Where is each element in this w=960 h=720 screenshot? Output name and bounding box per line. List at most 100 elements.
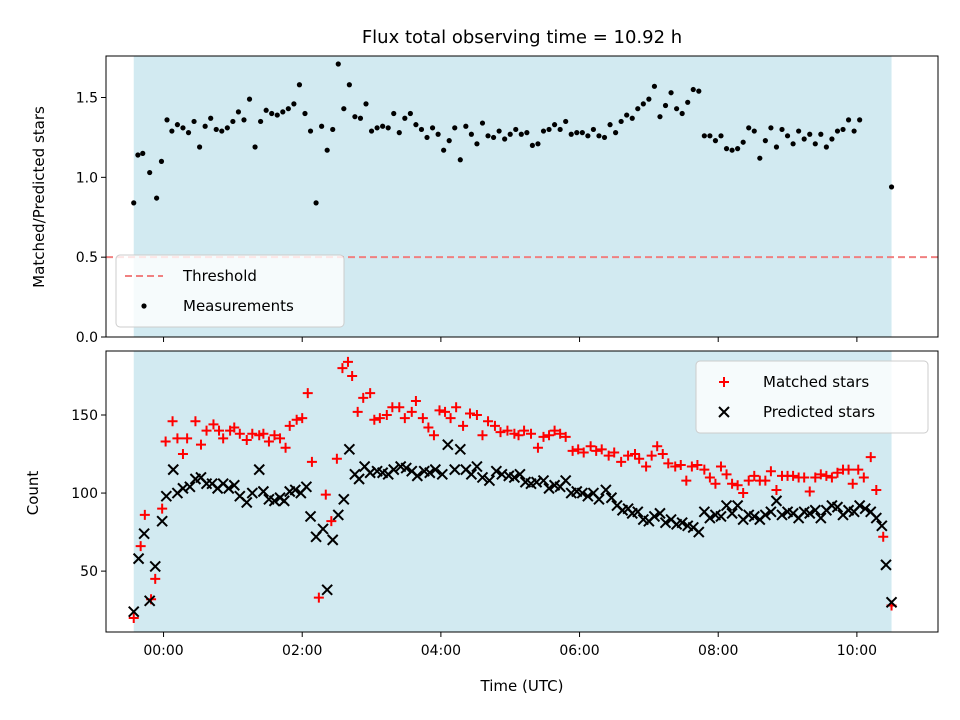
data-point <box>859 502 871 515</box>
data-point <box>582 490 594 502</box>
legend: Threshold Measurements <box>115 254 345 328</box>
data-point <box>740 139 746 145</box>
data-point <box>502 425 513 436</box>
data-point <box>269 110 275 117</box>
data-point <box>296 82 303 88</box>
data-point <box>590 126 597 133</box>
data-point <box>452 125 458 131</box>
data-point <box>483 416 494 427</box>
data-point <box>675 459 686 470</box>
data-point <box>560 431 571 442</box>
data-point <box>138 527 150 540</box>
data-point <box>651 83 658 89</box>
data-point <box>177 449 188 460</box>
data-point <box>776 509 788 521</box>
data-point <box>514 468 526 481</box>
data-point <box>601 134 608 141</box>
data-point <box>632 506 644 518</box>
data-point <box>518 131 524 137</box>
data-point <box>535 141 541 147</box>
data-point <box>381 410 392 421</box>
data-point <box>167 416 178 427</box>
data-point <box>876 520 888 532</box>
data-point <box>757 155 763 161</box>
x-tick-label: 06:00 <box>559 643 599 659</box>
data-point <box>657 449 668 460</box>
data-point <box>140 150 146 156</box>
data-point <box>674 106 680 112</box>
data-point <box>191 118 197 125</box>
data-point <box>326 516 337 527</box>
data-point <box>715 510 727 523</box>
data-point <box>423 422 434 433</box>
data-point <box>213 126 219 133</box>
data-point <box>585 133 591 139</box>
data-point <box>765 506 777 518</box>
data-point <box>641 461 652 472</box>
data-point <box>300 481 313 493</box>
data-point <box>407 110 413 117</box>
data-point <box>804 507 816 520</box>
data-point <box>555 428 566 439</box>
data-point <box>790 141 796 147</box>
data-point <box>573 444 584 455</box>
data-point <box>324 147 330 153</box>
x-tick-label: 00:00 <box>143 643 183 659</box>
data-point <box>471 460 483 473</box>
data-point <box>526 428 537 439</box>
data-point <box>147 169 153 176</box>
data-point <box>490 465 503 477</box>
data-point <box>532 442 543 453</box>
data-point <box>549 425 560 436</box>
y-tick-label: 100 <box>71 486 98 502</box>
data-point <box>832 467 843 478</box>
data-point <box>712 138 719 144</box>
data-point <box>519 425 530 436</box>
data-point <box>579 130 585 136</box>
data-point <box>332 509 344 521</box>
data-point <box>319 123 325 129</box>
data-point <box>773 144 780 150</box>
data-point <box>679 110 685 117</box>
data-point <box>208 115 214 121</box>
data-point <box>218 433 229 444</box>
data-point <box>765 466 776 477</box>
data-point <box>567 445 578 456</box>
data-point <box>465 408 475 419</box>
data-point <box>804 486 815 497</box>
data-point <box>574 130 580 136</box>
data-point <box>468 131 474 137</box>
data-point <box>853 464 864 475</box>
data-point <box>465 468 478 481</box>
data-point <box>629 115 635 121</box>
data-point <box>485 133 491 139</box>
data-point <box>729 147 735 153</box>
data-point <box>834 128 841 134</box>
data-point <box>847 478 858 489</box>
data-point <box>374 413 385 424</box>
data-point <box>135 541 146 552</box>
data-point <box>184 481 196 493</box>
data-point <box>338 493 350 506</box>
data-point <box>663 458 674 469</box>
data-point <box>457 157 463 163</box>
data-point <box>738 488 749 499</box>
data-point <box>616 456 627 467</box>
x-tick-label: 04:00 <box>421 643 461 659</box>
data-point <box>388 463 400 476</box>
legend-box <box>115 254 345 328</box>
data-point <box>304 510 317 523</box>
data-point <box>726 507 738 520</box>
data-point <box>771 484 782 495</box>
data-point <box>845 117 852 123</box>
data-point <box>657 114 663 120</box>
data-point <box>685 99 691 105</box>
data-point <box>634 453 645 464</box>
data-point <box>880 559 892 571</box>
data-point <box>723 146 730 152</box>
data-point <box>686 461 697 472</box>
data-point <box>413 122 419 128</box>
data-point <box>313 200 319 206</box>
data-point <box>704 472 715 483</box>
data-point <box>174 122 181 128</box>
